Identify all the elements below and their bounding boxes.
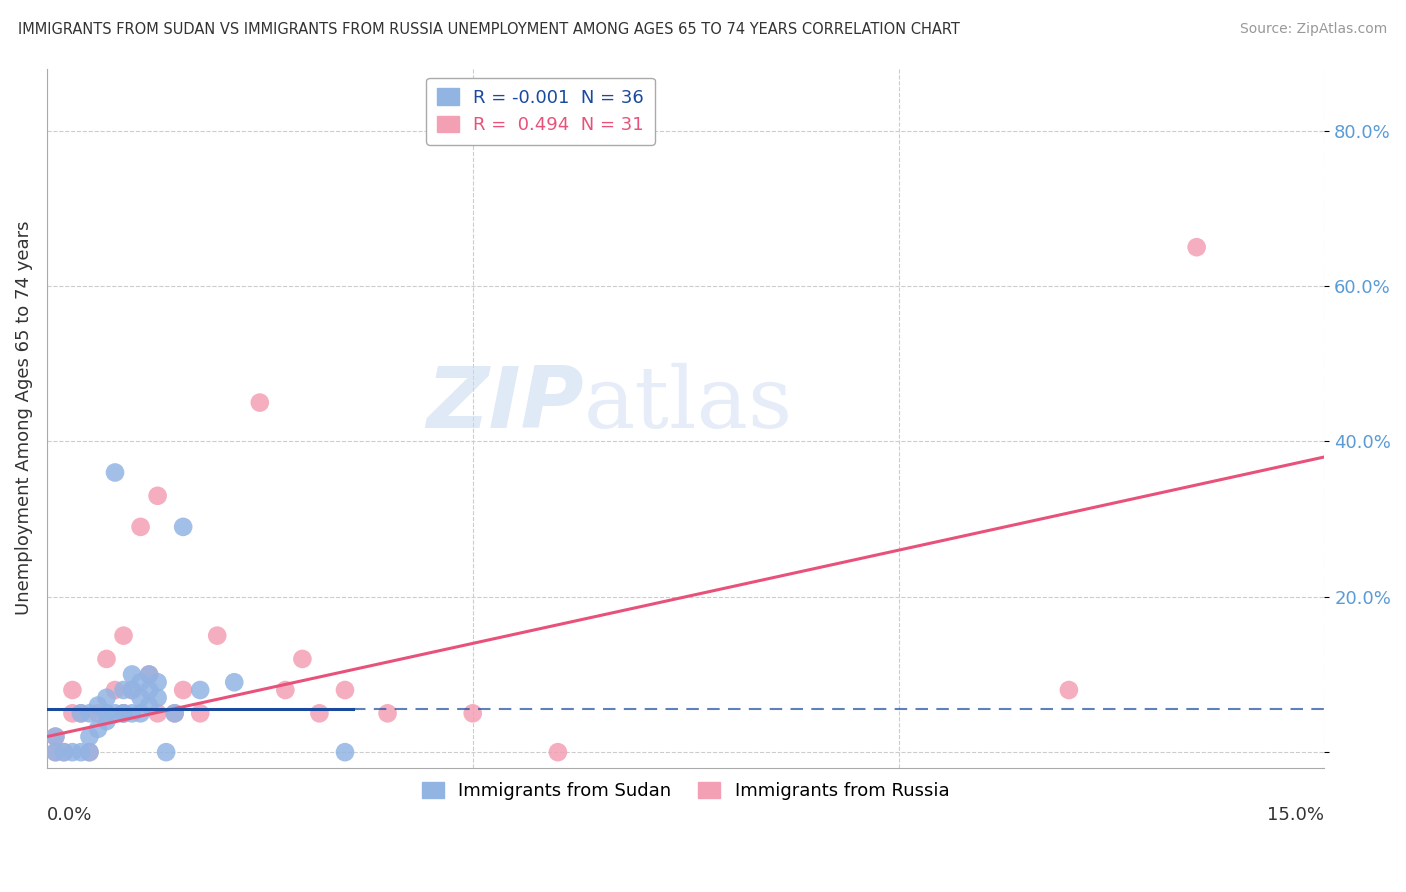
Point [205, 629, 228, 643]
Point [146, 706, 169, 721]
Point [163, 706, 186, 721]
Point [249, 395, 271, 409]
Text: Source: ZipAtlas.com: Source: ZipAtlas.com [1240, 22, 1388, 37]
Point [146, 489, 169, 503]
Point [121, 683, 143, 698]
Point [79, 730, 101, 744]
Point [155, 745, 177, 759]
Point [129, 690, 152, 705]
Point [52, 745, 75, 759]
Point [70, 745, 93, 759]
Point [129, 675, 152, 690]
Point [112, 706, 135, 721]
Point [104, 706, 127, 721]
Point [146, 690, 169, 705]
Point [163, 706, 186, 721]
Point [62, 706, 84, 721]
Point [333, 745, 356, 759]
Point [461, 706, 484, 721]
Point [224, 675, 246, 690]
Point [121, 667, 143, 681]
Point [129, 520, 152, 534]
Point [377, 706, 399, 721]
Point [333, 683, 356, 698]
Point [87, 698, 110, 713]
Legend: Immigrants from Sudan, Immigrants from Russia: Immigrants from Sudan, Immigrants from R… [415, 775, 956, 807]
Point [62, 683, 84, 698]
Point [44, 745, 66, 759]
Point [172, 520, 194, 534]
Point [1185, 240, 1208, 254]
Point [96, 706, 118, 721]
Y-axis label: Unemployment Among Ages 65 to 74 years: Unemployment Among Ages 65 to 74 years [15, 221, 32, 615]
Point [138, 698, 160, 713]
Point [291, 652, 314, 666]
Point [104, 466, 127, 480]
Point [52, 745, 75, 759]
Point [44, 730, 66, 744]
Text: IMMIGRANTS FROM SUDAN VS IMMIGRANTS FROM RUSSIA UNEMPLOYMENT AMONG AGES 65 TO 74: IMMIGRANTS FROM SUDAN VS IMMIGRANTS FROM… [18, 22, 960, 37]
Point [79, 706, 101, 721]
Point [121, 706, 143, 721]
Text: ZIP: ZIP [426, 363, 583, 446]
Point [44, 730, 66, 744]
Point [79, 745, 101, 759]
Point [188, 706, 211, 721]
Point [96, 714, 118, 728]
Point [96, 652, 118, 666]
Point [112, 683, 135, 698]
Text: 0.0%: 0.0% [46, 806, 93, 824]
Point [138, 667, 160, 681]
Point [70, 706, 93, 721]
Text: 15.0%: 15.0% [1267, 806, 1324, 824]
Point [96, 690, 118, 705]
Text: atlas: atlas [583, 362, 793, 446]
Point [188, 683, 211, 698]
Point [308, 706, 330, 721]
Point [87, 722, 110, 736]
Point [172, 683, 194, 698]
Point [121, 683, 143, 698]
Point [70, 706, 93, 721]
Point [138, 667, 160, 681]
Point [62, 745, 84, 759]
Point [112, 706, 135, 721]
Point [104, 683, 127, 698]
Point [112, 629, 135, 643]
Point [274, 683, 297, 698]
Point [138, 683, 160, 698]
Point [146, 675, 169, 690]
Point [547, 745, 569, 759]
Point [79, 745, 101, 759]
Point [44, 745, 66, 759]
Point [129, 706, 152, 721]
Point [87, 706, 110, 721]
Point [1057, 683, 1080, 698]
Point [112, 706, 135, 721]
